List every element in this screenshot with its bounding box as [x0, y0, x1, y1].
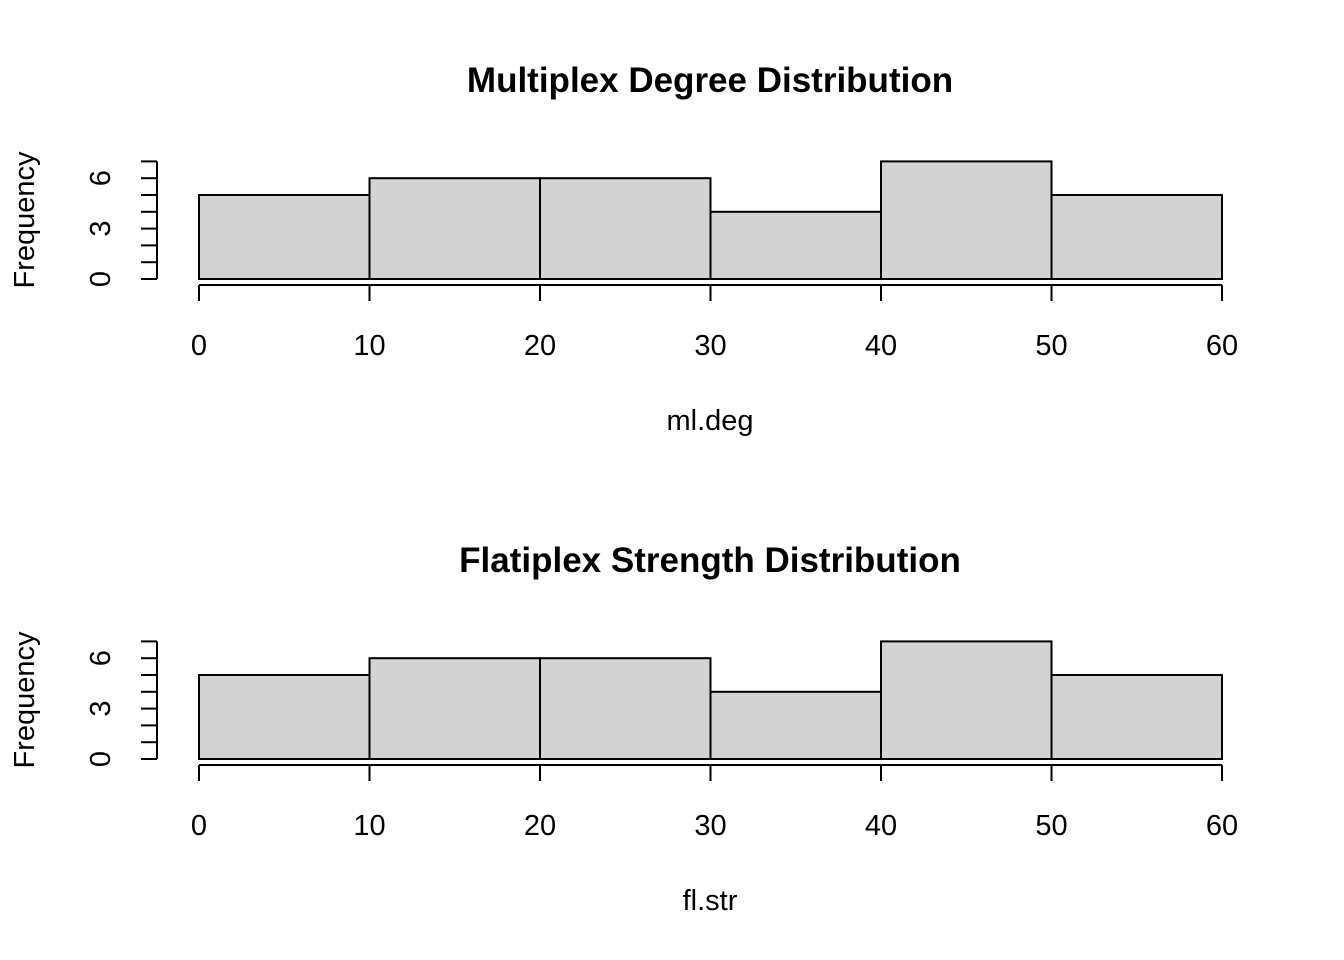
- histogram-panel-flatiplex-strength: Flatiplex Strength Distribution fl.str F…: [9, 541, 1238, 917]
- x-axis-label: fl.str: [683, 885, 738, 917]
- x-tick-label: 20: [524, 330, 556, 362]
- y-tick-label: 6: [85, 650, 117, 666]
- bars-group: [198, 640, 1223, 761]
- histogram-bar-0-10: [198, 674, 371, 760]
- x-tick-label: 60: [1206, 810, 1238, 842]
- histogram-bar-50-60: [1050, 194, 1223, 280]
- x-tick-label: 0: [191, 330, 207, 362]
- x-tick-label: 60: [1206, 330, 1238, 362]
- histogram-bar-0-10: [198, 194, 371, 280]
- histogram-bar-20-30: [539, 177, 712, 280]
- y-axis: 0 3 6: [85, 160, 158, 287]
- histogram-bar-40-50: [880, 640, 1053, 761]
- histogram-bar-10-20: [368, 177, 541, 280]
- histogram-bar-10-20: [368, 657, 541, 761]
- x-tick-label: 30: [694, 810, 726, 842]
- y-tick-label: 0: [85, 751, 117, 767]
- histogram-bar-20-30: [539, 657, 712, 761]
- x-tick-label: 10: [353, 810, 385, 842]
- x-tick-label: 20: [524, 810, 556, 842]
- bars-group: [198, 160, 1223, 280]
- histogram-bar-30-40: [709, 210, 882, 280]
- x-tick-label: 10: [353, 330, 385, 362]
- y-axis: 0 3 6: [85, 640, 158, 767]
- x-axis: 0 10 20 30 40 50 60: [191, 284, 1238, 362]
- x-tick-label: 30: [694, 330, 726, 362]
- y-axis-label: Frequency: [9, 631, 41, 769]
- x-tick-label: 50: [1035, 330, 1067, 362]
- x-tick-label: 40: [865, 330, 897, 362]
- chart-title: Multiplex Degree Distribution: [467, 61, 953, 100]
- y-tick-label: 3: [85, 221, 117, 237]
- y-axis-label: Frequency: [9, 151, 41, 289]
- histogram-bar-30-40: [709, 690, 882, 760]
- histogram-bar-40-50: [880, 160, 1053, 280]
- histogram-bar-50-60: [1050, 674, 1223, 760]
- x-axis-label: ml.deg: [666, 405, 753, 437]
- y-tick-label: 3: [85, 701, 117, 717]
- x-tick-label: 50: [1035, 810, 1067, 842]
- x-tick-label: 0: [191, 810, 207, 842]
- x-tick-label: 40: [865, 810, 897, 842]
- y-tick-label: 6: [85, 170, 117, 186]
- chart-title: Flatiplex Strength Distribution: [459, 541, 961, 580]
- x-axis: 0 10 20 30 40 50 60: [191, 764, 1238, 842]
- histogram-panel-multiplex-degree: Multiplex Degree Distribution ml.deg Fre…: [9, 61, 1238, 437]
- y-tick-label: 0: [85, 271, 117, 287]
